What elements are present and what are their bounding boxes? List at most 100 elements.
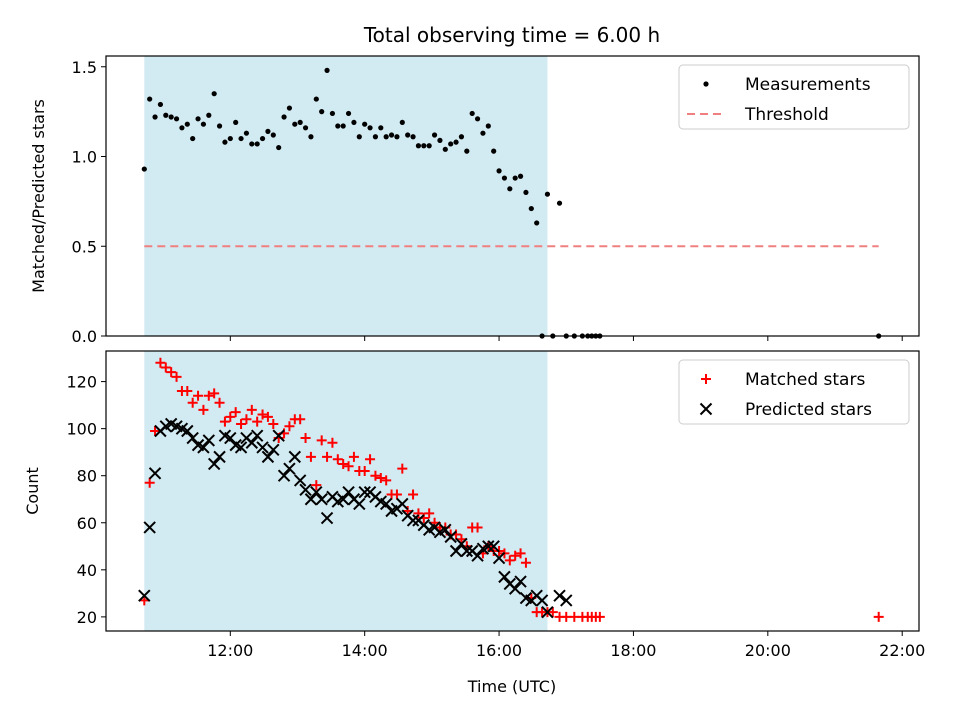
measurement-point — [200, 121, 207, 127]
y-tick-label: 0.5 — [72, 237, 97, 256]
panel-ratio: 0.0 0.5 1.0 1.5 Matched/Predicted stars Measu… — [29, 55, 920, 346]
predicted-star-point — [207, 457, 221, 471]
measurement-point — [474, 116, 481, 122]
predicted-star-point — [353, 497, 366, 511]
chart-title: Total observing time = 6.00 h — [363, 23, 660, 47]
legend-label: Matched stars — [745, 370, 865, 390]
legend-swatch — [703, 81, 709, 87]
y-tick-label: 120 — [66, 373, 97, 392]
predicted-star-point — [514, 575, 527, 588]
matched-star-point — [343, 461, 354, 472]
predicted-star-point — [234, 441, 248, 454]
measurement-point — [544, 191, 551, 197]
measurement-point — [184, 121, 190, 127]
predicted-star-point — [460, 544, 474, 558]
x-tick-label: 14:00 — [342, 641, 388, 660]
predicted-star-point — [197, 441, 210, 454]
matched-star-point — [155, 357, 166, 368]
y-tick-label: 80 — [77, 467, 97, 486]
measurement-point — [362, 121, 368, 127]
y-tick-label: 100 — [66, 420, 97, 439]
predicted-star-point — [449, 544, 463, 558]
measurement-point — [270, 132, 276, 138]
matched-star-point — [187, 397, 198, 408]
observing-window-shade — [144, 56, 548, 336]
predicted-star-point — [379, 497, 393, 511]
matched-star-point — [257, 409, 268, 420]
x-axis-label: Time (UTC) — [467, 677, 556, 696]
predicted-star-point — [487, 540, 500, 553]
measurement-point — [238, 135, 244, 142]
y-tick-label: 0.0 — [72, 327, 97, 346]
measurement-point — [491, 148, 497, 154]
matched-star-point — [594, 611, 605, 622]
plot-frame — [105, 55, 920, 337]
matched-star-point — [504, 555, 515, 566]
measurement-point — [195, 116, 201, 122]
legend: Matched stars Predicted stars — [678, 359, 910, 425]
series-predicted-stars — [138, 417, 573, 619]
measurement-point — [448, 141, 454, 147]
predicted-star-point — [342, 485, 355, 499]
measurement-point — [190, 135, 196, 142]
predicted-star-point — [148, 467, 162, 480]
measurement-point — [442, 146, 448, 152]
matched-star-point — [520, 557, 531, 568]
measurement-point — [399, 119, 405, 126]
measurement-point — [324, 67, 330, 73]
matched-star-point — [198, 404, 209, 415]
measurement-point — [394, 134, 400, 140]
y-tick-label: 60 — [77, 514, 97, 533]
predicted-star-point — [336, 493, 350, 506]
predicted-star-point — [224, 431, 237, 445]
measurement-point — [458, 134, 465, 140]
predicted-star-point — [245, 436, 259, 449]
matched-star-point — [381, 475, 392, 486]
measurement-point — [292, 121, 298, 127]
matched-star-point — [408, 489, 419, 500]
predicted-star-point — [267, 443, 280, 457]
measurement-point — [319, 109, 325, 115]
legend-swatch — [699, 402, 713, 416]
measurement-point — [179, 125, 185, 131]
predicted-star-point — [492, 551, 506, 565]
measurement-point — [507, 186, 513, 192]
measurement-point — [378, 125, 384, 131]
measurement-point — [383, 134, 389, 140]
predicted-star-point — [541, 605, 554, 619]
matched-star-point — [230, 407, 241, 418]
measurement-point — [216, 123, 223, 129]
measurement-point — [335, 123, 341, 129]
measurement-point — [453, 139, 459, 145]
plot-frame — [105, 350, 920, 632]
matched-star-point — [268, 418, 279, 429]
y-tick-label: 1.0 — [72, 148, 97, 167]
matched-star-point — [225, 411, 236, 422]
matched-star-point — [322, 451, 333, 462]
predicted-star-point — [553, 589, 566, 602]
predicted-star-point — [256, 441, 269, 454]
measurement-point — [556, 200, 563, 206]
predicted-star-point — [508, 582, 522, 595]
measurement-point — [249, 141, 255, 147]
predicted-star-point — [138, 589, 151, 602]
measurement-point — [501, 175, 508, 181]
measurement-point — [485, 123, 491, 129]
predicted-star-point — [310, 485, 323, 499]
measurement-point — [206, 112, 212, 118]
measurement-point — [276, 144, 282, 151]
predicted-star-point — [315, 493, 328, 506]
predicted-star-point — [272, 429, 285, 442]
x-tick-label: 18:00 — [610, 641, 656, 660]
matched-star-point — [472, 522, 483, 533]
measurement-point — [356, 134, 362, 140]
predicted-star-point — [293, 474, 307, 487]
measurement-point — [157, 101, 164, 108]
predicted-star-point — [202, 434, 216, 447]
matched-star-point — [311, 480, 322, 491]
measurement-point — [152, 114, 158, 120]
measurement-point — [147, 96, 153, 102]
measurement-point — [168, 114, 174, 120]
